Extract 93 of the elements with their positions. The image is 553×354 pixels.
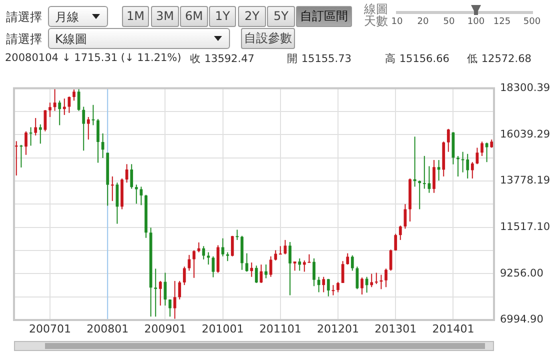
text: 收 13592.47 [190, 52, 254, 66]
candlestick [446, 128, 450, 152]
text: 請選擇 [6, 9, 42, 26]
candlestick [178, 280, 182, 300]
text: 10 [391, 17, 403, 27]
candlestick [82, 106, 86, 152]
text: 3M [151, 6, 179, 27]
text: 500 [523, 17, 541, 27]
candlestick [86, 116, 90, 140]
candlestick [168, 298, 172, 318]
candlestick [38, 124, 42, 144]
candlestick [202, 246, 206, 260]
candlestick [154, 268, 158, 318]
candlestick [326, 278, 330, 297]
text: 50 [443, 17, 455, 27]
candlestick [456, 155, 460, 178]
candlestick [48, 102, 52, 118]
candlestick [264, 264, 268, 279]
text: 20080104 [5, 52, 58, 64]
text: K線圖 [55, 31, 87, 48]
candlestick [192, 250, 196, 278]
candlestick [14, 140, 18, 176]
candlestick [398, 225, 402, 240]
text: 2Y [238, 6, 266, 27]
text: 月線 [55, 9, 79, 26]
candlestick [298, 258, 302, 272]
candlestick [173, 280, 176, 320]
candlestick [158, 280, 162, 306]
text: 5Y [267, 6, 295, 27]
text: 6M [180, 6, 208, 27]
x-tick-label: 201201 [317, 322, 359, 336]
candlestick [370, 273, 374, 288]
x-tick-label: 201001 [202, 322, 244, 336]
text: 線圖天數 [364, 2, 389, 28]
candlestick [428, 166, 431, 194]
text: 20 [417, 17, 429, 27]
candlestick [274, 250, 278, 261]
text: 自訂區間 [296, 6, 352, 27]
candlestick [58, 100, 62, 126]
candlestick [134, 184, 138, 204]
candlestick [346, 252, 350, 266]
candlestick [480, 141, 484, 156]
candlestick [206, 252, 210, 266]
candlestick [24, 130, 28, 156]
candlestick [322, 276, 326, 293]
candlestick [302, 260, 306, 272]
text: 1Y [209, 6, 236, 27]
text: 125 [493, 17, 511, 27]
x-tick-label: 200901 [144, 322, 186, 336]
candlestick [221, 238, 224, 257]
x-tick-label: 201301 [374, 322, 417, 336]
text: 開 15155.73 [287, 52, 352, 66]
x-tick-label: 200701 [29, 322, 71, 336]
text: 低 12572.68 [467, 52, 532, 66]
candlestick [418, 180, 422, 210]
x-tick-label: 200801 [86, 322, 129, 336]
candlestick [250, 262, 254, 278]
candlestick [130, 164, 134, 190]
candlestick [432, 160, 436, 194]
candlestick [374, 272, 378, 285]
text: 1M [122, 6, 149, 27]
candlestick [34, 118, 38, 136]
candlestick [336, 281, 340, 293]
y-tick-label: 11517.10 [500, 221, 550, 234]
candlestick [350, 254, 354, 272]
candlestick [288, 242, 292, 296]
text: 請選擇 [6, 31, 42, 48]
candlestick [312, 258, 316, 287]
y-tick-label: 18300.39 [500, 82, 550, 94]
candlestick [466, 153, 470, 179]
y-tick-label: 6994.90 [500, 314, 544, 326]
candlestick [470, 162, 474, 179]
text: ↓ 1715.31 (↓ 11.21%) [62, 52, 182, 64]
candlestick [384, 268, 388, 288]
y-tick-label: 9256.00 [500, 267, 544, 280]
text: 高 15156.66 [385, 52, 450, 66]
candlestick [182, 266, 186, 286]
candlestick [110, 176, 114, 202]
text: 100 [467, 17, 485, 27]
x-tick-label: 201401 [432, 322, 474, 336]
candlestick [254, 265, 258, 284]
candlestick [72, 89, 76, 102]
text: 自設參數 [241, 28, 295, 49]
x-tick-label: 201101 [259, 322, 302, 336]
candlestick [230, 235, 234, 257]
candlestick [360, 276, 364, 295]
candlestick [422, 155, 426, 190]
candlestick [96, 118, 100, 164]
y-tick-label: 13778.19 [500, 174, 550, 187]
candlestick [394, 233, 398, 252]
candlestick [278, 246, 282, 255]
y-tick-label: 16039.29 [500, 128, 550, 140]
candlestick [140, 186, 143, 206]
